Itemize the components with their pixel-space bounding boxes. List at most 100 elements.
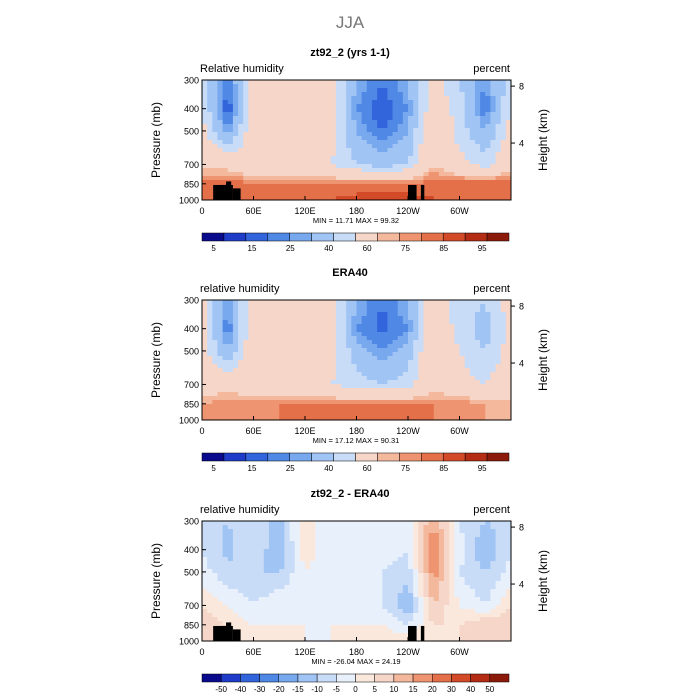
heatmap-cell (428, 160, 435, 165)
heatmap-cell (305, 396, 311, 401)
heatmap-cell (315, 553, 321, 558)
heatmap-cell (469, 84, 476, 89)
heatmap-cell (423, 300, 429, 305)
heatmap-cell (480, 364, 486, 369)
heatmap-cell (310, 192, 316, 197)
heatmap-cell (248, 312, 254, 317)
heatmap-cell (459, 533, 466, 538)
heatmap-cell (485, 184, 491, 189)
heatmap-cell (253, 585, 260, 590)
heatmap-cell (202, 148, 208, 153)
heatmap-cell (485, 128, 491, 133)
heatmap-cell (356, 348, 363, 353)
heatmap-cell (438, 88, 445, 93)
heatmap-cell (315, 108, 321, 113)
heatmap-cell (294, 408, 301, 413)
heatmap-cell (346, 112, 352, 117)
heatmap-cell (232, 601, 239, 606)
heatmap-cell (284, 308, 290, 313)
heatmap-cell (387, 124, 393, 129)
heatmap-cell (341, 176, 347, 181)
heatmap-cell (449, 164, 455, 169)
heatmap-cell (232, 593, 239, 598)
heatmap-cell (274, 404, 280, 409)
heatmap-cell (469, 360, 476, 365)
heatmap-cell (485, 541, 491, 546)
heatmap-cell (248, 140, 254, 145)
heatmap-cell (428, 525, 435, 530)
heatmap-cell (500, 92, 507, 97)
heatmap-cell (418, 132, 424, 137)
heatmap-cell (408, 172, 414, 177)
heatmap-cell (279, 569, 285, 574)
heatmap-cell (341, 521, 347, 526)
heatmap-cell (490, 92, 496, 97)
heatmap-cell (232, 352, 239, 357)
heatmap-cell (480, 601, 486, 606)
heatmap-cell (433, 300, 440, 305)
heatmap-cell (341, 160, 347, 165)
heatmap-cell (480, 80, 486, 85)
heatmap-cell (356, 521, 363, 526)
heatmap-cell (253, 196, 260, 201)
heatmap-cell (258, 521, 265, 526)
heatmap-cell (305, 180, 311, 185)
heatmap-cell (284, 416, 290, 421)
heatmap-cell (315, 332, 321, 337)
heatmap-cell (330, 124, 337, 129)
heatmap-cell (341, 525, 347, 530)
heatmap-cell (428, 537, 435, 542)
heatmap-cell (490, 336, 496, 341)
x-tick-label: 120E (294, 206, 315, 216)
heatmap-cell (279, 553, 285, 558)
heatmap-cell (474, 168, 481, 173)
heatmap-cell (279, 320, 285, 325)
heatmap-cell (238, 132, 244, 137)
heatmap-cell (413, 156, 419, 161)
heatmap-cell (505, 376, 512, 381)
heatmap-cell (263, 364, 270, 369)
heatmap-cell (413, 533, 419, 538)
heatmap-cell (351, 376, 357, 381)
heatmap-cell (263, 569, 270, 574)
heatmap-cell (469, 408, 476, 413)
heatmap-cell (243, 192, 249, 197)
heatmap-cell (274, 380, 280, 385)
heatmap-cell (423, 549, 429, 554)
heatmap-cell (413, 140, 419, 145)
heatmap-cell (232, 108, 239, 113)
heatmap-cell (232, 120, 239, 125)
heatmap-cell (418, 320, 424, 325)
heatmap-cell (289, 336, 296, 341)
heatmap-cell (444, 344, 450, 349)
heatmap-cell (454, 188, 460, 193)
heatmap-cell (330, 304, 337, 309)
heatmap-cell (433, 557, 440, 562)
heatmap-cell (207, 172, 213, 177)
heatmap-cell (315, 172, 321, 177)
heatmap-cell (217, 120, 223, 125)
heatmap-cell (330, 176, 337, 181)
heatmap-cell (258, 324, 265, 329)
heatmap-cell (469, 597, 476, 602)
heatmap-cell (227, 529, 234, 534)
heatmap-cell (315, 573, 321, 578)
heatmap-cell (418, 537, 424, 542)
heatmap-cell (299, 312, 306, 317)
heatmap-cell (474, 585, 481, 590)
heatmap-cell (495, 376, 502, 381)
heatmap-cell (418, 569, 424, 574)
colorbar-swatch (421, 232, 444, 242)
heatmap-cell (320, 332, 326, 337)
heatmap-cell (490, 396, 496, 401)
heatmap-cell (243, 116, 249, 121)
heatmap-cell (268, 332, 275, 337)
heatmap-cell (330, 156, 337, 161)
heatmap-cell (408, 96, 414, 101)
heatmap-cell (433, 525, 440, 530)
heatmap-cell (217, 324, 223, 329)
heatmap-cell (433, 308, 440, 313)
heatmap-cell (335, 340, 342, 345)
heatmap-cell (418, 581, 424, 586)
heatmap-cell (474, 148, 481, 153)
